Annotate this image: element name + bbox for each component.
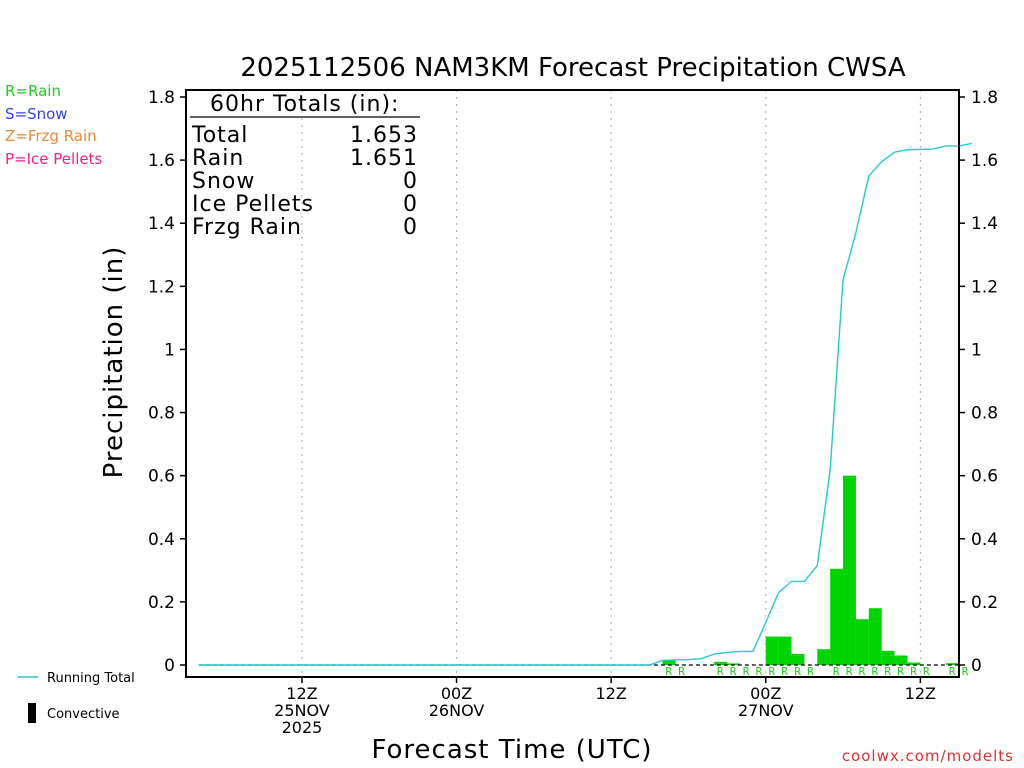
y-tick-label-right: 1.8 bbox=[971, 88, 998, 108]
totals-value-rain: 1.651 bbox=[350, 146, 418, 171]
totals-label-snow: Snow bbox=[192, 169, 255, 194]
precip-bar bbox=[791, 653, 805, 665]
y-tick-label-right: 0.8 bbox=[971, 404, 998, 424]
y-tick-label-right: 1.4 bbox=[971, 214, 998, 234]
y-tick-label-left: 1.8 bbox=[148, 88, 175, 108]
x-tick-label: 00Z bbox=[750, 684, 781, 703]
y-tick-label-left: 1.4 bbox=[148, 214, 175, 234]
precip-bar bbox=[817, 649, 831, 665]
totals-label-rain: Rain bbox=[192, 146, 244, 171]
y-tick-label-right: 1.2 bbox=[971, 277, 998, 297]
precip-bar bbox=[843, 475, 856, 665]
precip-type-marker: R bbox=[859, 665, 866, 678]
y-tick-label-right: 0.4 bbox=[971, 530, 998, 550]
precip-type-marker: R bbox=[910, 665, 917, 678]
running-total-series bbox=[198, 142, 973, 666]
y-tick-label-left: 0.6 bbox=[148, 467, 175, 487]
precip-bar bbox=[907, 662, 921, 665]
totals-box: 60hr Totals (in): Total 1.653 Rain 1.651… bbox=[190, 92, 420, 240]
y-axis-ticks: 0 00.2 0.20.4 0.40.6 0.60.8 0.81 11.2 1.21.4 1.4… bbox=[148, 88, 998, 676]
precip-type-marker: R bbox=[768, 665, 775, 678]
precip-bar bbox=[946, 663, 959, 665]
gridlines bbox=[301, 90, 921, 677]
y-tick-label-left: 0 bbox=[164, 656, 175, 676]
precip-type-marker: R bbox=[871, 665, 878, 678]
totals-value-snow: 0 bbox=[403, 169, 418, 194]
precip-type-marker: R bbox=[756, 665, 763, 678]
legend-rain: R=Rain bbox=[5, 82, 61, 100]
totals-label-total: Total bbox=[191, 123, 248, 148]
running-total-line bbox=[198, 142, 973, 666]
y-tick-label-right: 1.6 bbox=[971, 151, 998, 171]
y-tick-label-left: 0.8 bbox=[148, 404, 175, 424]
precip-type-marker: R bbox=[884, 665, 891, 678]
precip-type-marker: R bbox=[807, 665, 814, 678]
y-tick-label-left: 0.4 bbox=[148, 530, 175, 550]
credit-link[interactable]: coolwx.com/modelts bbox=[842, 747, 1014, 765]
x-tick-label: 12Z bbox=[905, 684, 936, 703]
precip-bar bbox=[714, 661, 728, 665]
y-axis-title: Precipitation (in) bbox=[99, 246, 129, 479]
y-tick-label-left: 1 bbox=[164, 340, 175, 360]
precip-type-marker: R bbox=[781, 665, 788, 678]
y-tick-label-right: 0.2 bbox=[971, 593, 998, 613]
precip-bar bbox=[662, 660, 676, 665]
y-tick-label-right: 0.6 bbox=[971, 467, 998, 487]
legend-frzg-rain: Z=Frzg Rain bbox=[5, 127, 97, 145]
legend-snow: S=Snow bbox=[5, 105, 68, 123]
totals-label-ice-pellets: Ice Pellets bbox=[192, 192, 314, 217]
x-tick-label: 27NOV bbox=[738, 701, 794, 720]
precip-type-marker: R bbox=[678, 665, 685, 678]
precip-bar bbox=[830, 568, 844, 665]
precip-bar bbox=[868, 608, 882, 665]
convective-legend-label: Convective bbox=[47, 707, 120, 722]
precip-bar bbox=[855, 619, 869, 665]
precip-type-marker: R bbox=[923, 665, 930, 678]
precip-bar bbox=[881, 650, 895, 665]
x-tick-label: 26NOV bbox=[429, 701, 485, 720]
y-tick-label-left: 0.2 bbox=[148, 593, 175, 613]
running-total-legend-label: Running Total bbox=[47, 671, 135, 686]
precip-bar bbox=[765, 636, 779, 665]
x-tick-label: 25NOV bbox=[274, 701, 330, 720]
precip-bar bbox=[727, 663, 740, 665]
x-axis-title: Forecast Time (UTC) bbox=[371, 735, 652, 765]
x-tick-label: 2025 bbox=[282, 718, 323, 737]
series-legend: Running Total Convective bbox=[18, 671, 135, 723]
x-tick-label: 12Z bbox=[286, 684, 317, 703]
precip-type-marker: R bbox=[665, 665, 672, 678]
chart-title: 2025112506 NAM3KM Forecast Precipitation… bbox=[240, 53, 906, 83]
precip-type-marker: R bbox=[743, 665, 750, 678]
y-tick-label-right: 1 bbox=[971, 340, 982, 360]
totals-label-frzg-rain: Frzg Rain bbox=[192, 215, 302, 240]
precip-type-marker: R bbox=[846, 665, 853, 678]
precip-type-legend: R=Rain S=Snow Z=Frzg Rain P=Ice Pellets bbox=[5, 82, 102, 168]
legend-ice-pellets: P=Ice Pellets bbox=[5, 150, 102, 168]
totals-value-ice-pellets: 0 bbox=[403, 192, 418, 217]
y-tick-label-left: 1.6 bbox=[148, 151, 175, 171]
totals-value-frzg-rain: 0 bbox=[403, 215, 418, 240]
precip-bar bbox=[778, 636, 792, 665]
y-tick-label-left: 1.2 bbox=[148, 277, 175, 297]
convective-legend-swatch bbox=[28, 703, 36, 723]
totals-value-total: 1.653 bbox=[350, 123, 418, 148]
plot-frame bbox=[185, 89, 960, 678]
precip-type-marker: R bbox=[962, 665, 969, 678]
precip-type-marker: R bbox=[897, 665, 904, 678]
precip-type-marker: R bbox=[717, 665, 724, 678]
precip-bar bbox=[894, 655, 908, 665]
x-tick-label: 00Z bbox=[441, 684, 472, 703]
precipitation-bars bbox=[662, 475, 959, 665]
precip-type-marker: R bbox=[833, 665, 840, 678]
precip-type-marker: R bbox=[730, 665, 737, 678]
x-tick-label: 12Z bbox=[595, 684, 626, 703]
y-tick-label-right: 0 bbox=[971, 656, 982, 676]
totals-header: 60hr Totals (in): bbox=[210, 92, 399, 117]
precip-type-marker: R bbox=[949, 665, 956, 678]
precip-type-marker: R bbox=[794, 665, 801, 678]
